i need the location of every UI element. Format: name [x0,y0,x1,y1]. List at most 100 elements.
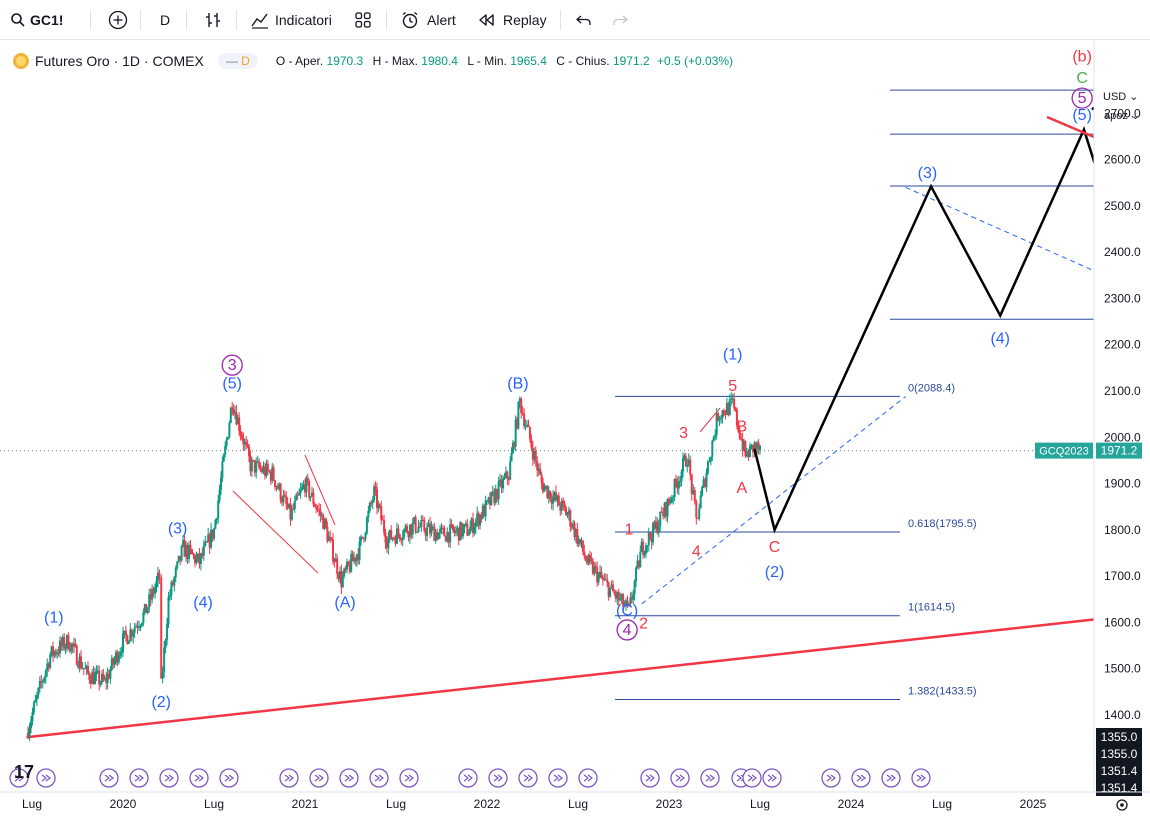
wave-label: 4 [623,622,632,639]
candle-body [347,561,350,566]
candle-body [313,504,316,507]
candle-body [434,532,437,542]
candle-body [81,668,84,670]
candle-body [683,455,686,459]
candle-body [152,589,155,594]
candle-body [507,478,510,480]
candle-body [464,523,467,525]
candle-body [441,527,444,529]
candle-body [572,523,575,528]
candle-body [146,607,149,613]
price-axis-panel [1094,40,1150,792]
event-arrow-icon [583,774,593,782]
candle-body [752,444,755,453]
candle-body [312,492,315,505]
candle-body [319,509,322,516]
candle-body [265,463,268,476]
candle-body [166,624,169,640]
symbol-label: GC1! [30,12,64,28]
candle-body [326,526,329,542]
event-arrow-icon [553,774,563,782]
scale-mode-selector[interactable]: apoz ⌄ [1104,109,1140,122]
candle-body [565,507,568,516]
candle-body [491,491,494,493]
currency-selector[interactable]: USD ⌄ [1103,90,1139,103]
candle-body [504,471,507,478]
candle-body [350,554,353,572]
wave-label: (3) [168,521,188,538]
chart-type-button[interactable] [203,0,223,40]
interval-button[interactable]: D [160,0,170,40]
candle-body [677,481,680,489]
symbol-search-button[interactable]: GC1! [10,0,63,40]
top-toolbar: GC1! D Indicatori Alert Replay [0,0,1150,40]
candle-body [423,520,426,531]
candle-body [213,528,215,539]
candle-body [569,510,572,527]
candle-body [37,688,40,696]
toolbar-divider [140,10,141,30]
alert-button[interactable]: Alert [400,0,456,40]
event-arrow-icon [104,774,114,782]
time-tick-label: Lug [568,797,588,811]
candle-body [484,500,487,517]
compare-button[interactable] [108,0,128,40]
candle-body [354,557,357,562]
candle-body [249,456,252,472]
candle-body [567,510,570,515]
chart-area[interactable]: 0(2088.4) 0.618(1795.5) 1(1614.5) 1.382(143… [0,40,1150,816]
price-chart[interactable]: 0(2088.4) 0.618(1795.5) 1(1614.5) 1.382(143… [0,40,1150,816]
candle-body [337,574,340,580]
candle-body [360,536,363,542]
candle-body [536,460,539,471]
candle-body [299,489,302,493]
candle-body [622,594,625,607]
candle-body [724,414,727,416]
wave-label: B [736,419,747,436]
candle-body [474,520,477,528]
time-tick-label: 2022 [474,797,501,811]
candle-body [511,442,514,453]
candle-body [49,654,52,668]
candle-body [647,532,650,546]
candle-body [480,514,483,519]
candle-body [594,566,597,568]
redo-button[interactable] [611,0,629,40]
legend-interval-pill[interactable]: — D [217,53,258,69]
channel-line [232,490,319,574]
wave-label: 3 [228,357,237,374]
candle-body [255,461,258,473]
candle-body [262,466,265,473]
indicators-button[interactable]: Indicatori [250,0,332,40]
candle-body [406,525,409,533]
candle-body [717,413,720,421]
event-arrow-icon [856,774,866,782]
time-tick-label: 2021 [292,797,319,811]
candle-body [301,486,304,490]
candle-body [60,640,63,646]
replay-button[interactable]: Replay [478,0,547,40]
candle-body [82,668,85,670]
candle-body [243,441,246,445]
candle-body [540,474,543,483]
candle-body [289,503,292,520]
undo-button[interactable] [575,0,593,40]
candle-body [283,495,286,497]
candle-body [47,663,50,668]
candle-body [32,702,35,713]
candle-body [77,664,80,668]
candle-body [364,533,367,540]
candle-body [727,403,730,415]
candle-body [50,646,53,655]
candle-body [27,732,30,737]
dashed-trendline [641,396,906,605]
candle-body [439,528,442,533]
candle-body [119,652,122,657]
candle-body [353,557,355,562]
price-tick-label: 1600.0 [1104,615,1141,629]
candle-body [669,502,672,504]
candle-body [325,518,327,527]
candle-body [459,522,462,541]
candle-body [384,532,387,543]
templates-button[interactable] [354,0,372,40]
